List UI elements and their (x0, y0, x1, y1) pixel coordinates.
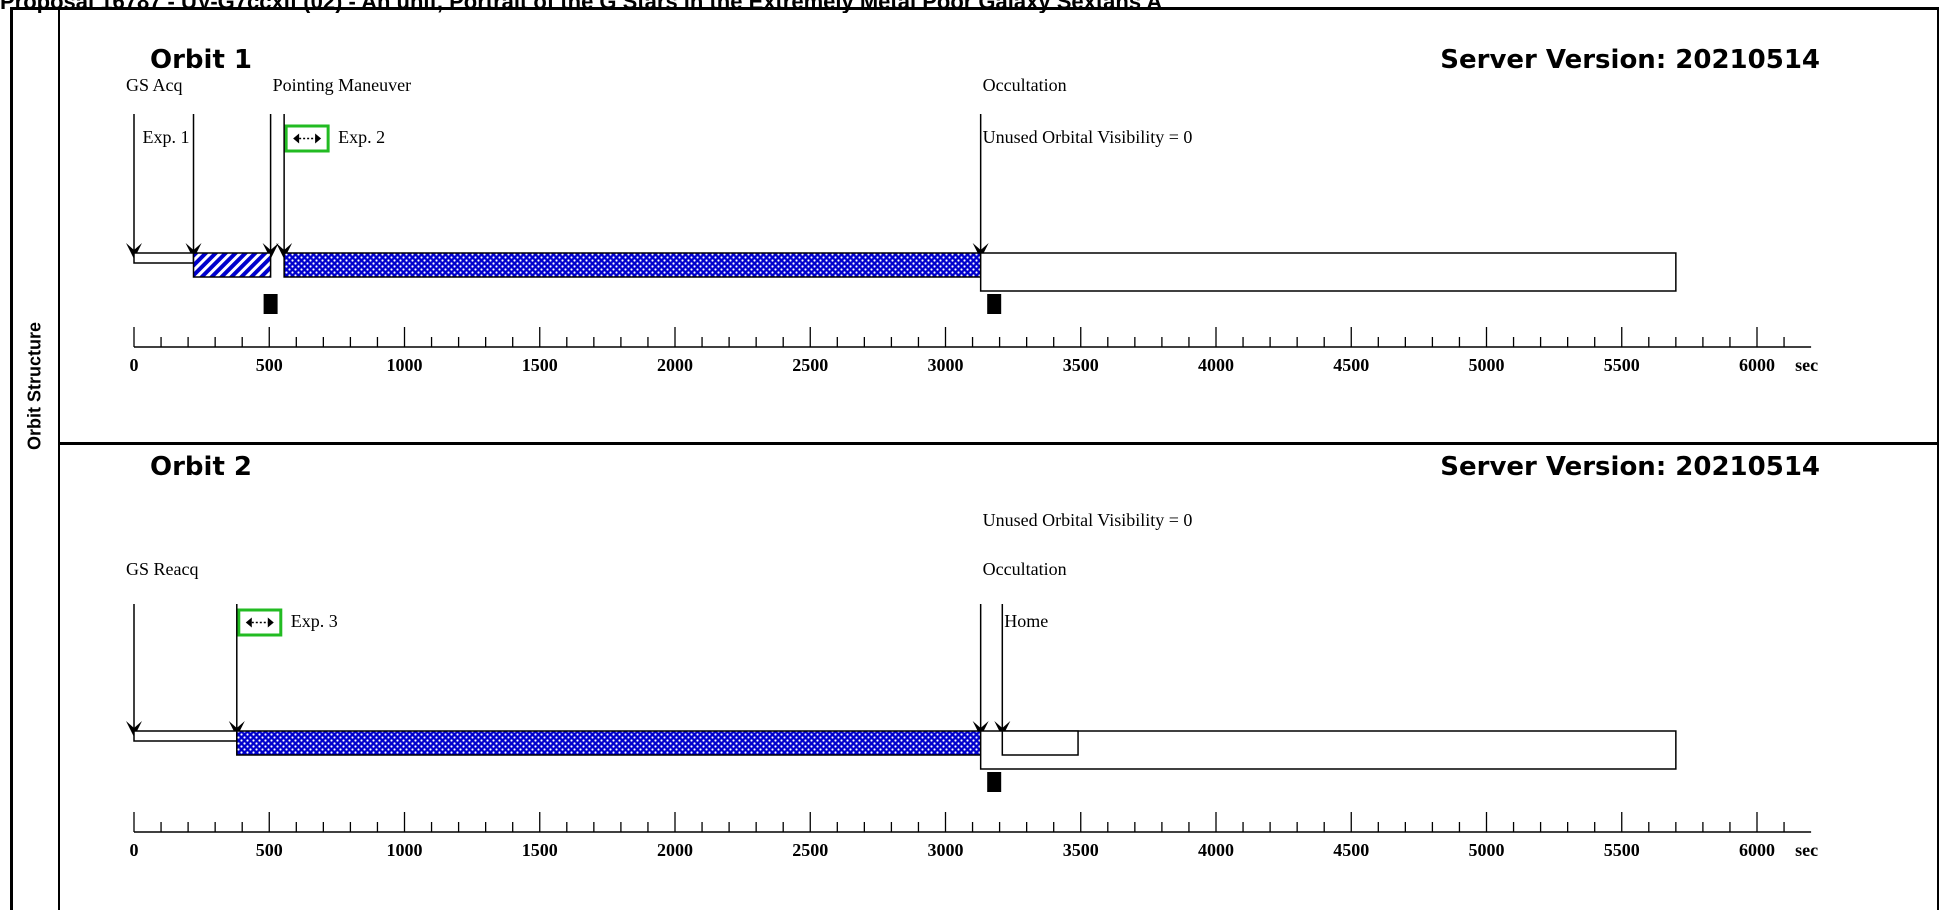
axis-tick-label: 6000 (1739, 355, 1775, 375)
orbit-structure-label: Orbit Structure (24, 321, 45, 451)
event-marker (987, 772, 1002, 792)
orbit-2-diagram: Orbit 2 Server Version: 20210514 Unused … (126, 452, 1820, 860)
event-label: GS Reacq (126, 559, 198, 579)
axis-tick-label: 6000 (1739, 840, 1775, 860)
arrow-head-icon (262, 243, 279, 259)
guide-star-segment (133, 252, 195, 264)
server-version: Server Version: 20210514 (1440, 45, 1820, 75)
axis-tick-label: 1500 (522, 840, 558, 860)
axis-tick-label: 3500 (1063, 840, 1099, 860)
orbit-1-timeline: GS Acq Pointing Maneuver Occultation Exp. 1… (126, 75, 1818, 375)
sidebar-column: Orbit Structure (13, 10, 60, 910)
server-version: Server Version: 20210514 (1440, 452, 1820, 482)
orbit-1-diagram: Orbit 1 Server Version: 20210514 GS Acq P… (126, 45, 1820, 375)
guide-star-segment (133, 730, 238, 742)
arrow-head-icon (276, 243, 293, 259)
axis-unit-label: sec (1795, 355, 1818, 375)
axis-tick-label: 5000 (1469, 840, 1505, 860)
event-marker (987, 294, 1002, 314)
exposure-dotted-segment (236, 730, 982, 756)
orbit-2-pane: Orbit 2 Server Version: 20210514 Unused … (60, 445, 1939, 910)
orbit-1-pane: Orbit 1 Server Version: 20210514 GS Acq P… (60, 10, 1939, 445)
arrow-head-icon (994, 721, 1011, 737)
event-label: Unused Orbital Visibility = 0 (983, 510, 1193, 530)
orbit-title: Orbit 1 (150, 45, 252, 75)
orbit-2-timeline: Unused Orbital Visibility = 0 GS Reacq Occ… (126, 510, 1818, 860)
arrow-head-icon (126, 243, 142, 259)
axis-tick-label: 2000 (657, 840, 693, 860)
axis-tick-label: 0 (130, 840, 139, 860)
axis-tick-label: 5000 (1469, 355, 1505, 375)
event-label: Exp. 1 (143, 127, 190, 147)
axis-tick-label: 1000 (387, 355, 423, 375)
arrow-head-icon (972, 243, 989, 259)
axis-tick-label: 5500 (1604, 840, 1640, 860)
axis-tick-label: 3000 (928, 355, 964, 375)
axis-tick-label: 500 (256, 840, 283, 860)
axis-tick-label: 4500 (1333, 355, 1369, 375)
event-label: Exp. 2 (338, 127, 385, 147)
home-segment (1001, 730, 1079, 756)
axis-tick-label: 4500 (1333, 840, 1369, 860)
event-marker (263, 294, 278, 314)
event-label: Home (1004, 611, 1048, 631)
axis-tick-label: 4000 (1198, 355, 1234, 375)
event-label: Pointing Maneuver (273, 75, 411, 95)
axis-tick-label: 3000 (928, 840, 964, 860)
axis-tick-label: 2000 (657, 355, 693, 375)
arrow-head-icon (126, 721, 142, 737)
orbit-title: Orbit 2 (150, 452, 252, 482)
axis-tick-label: 1500 (522, 355, 558, 375)
double-arrow-head-icon (245, 617, 274, 628)
axis-tick-label: 500 (256, 355, 283, 375)
axis-tick-label: 4000 (1198, 840, 1234, 860)
axis-tick-label: 5500 (1604, 355, 1640, 375)
event-label: Unused Orbital Visibility = 0 (983, 127, 1193, 147)
axis-tick-label: 3500 (1063, 355, 1099, 375)
arrow-head-icon (972, 721, 989, 737)
axis-tick-label: 2500 (792, 355, 828, 375)
arrow-head-icon (228, 721, 245, 737)
occultation-segment (979, 730, 1677, 770)
axis-tick-label: 2500 (792, 840, 828, 860)
axis-tick-label: 0 (130, 355, 139, 375)
axis-unit-label: sec (1795, 840, 1818, 860)
occultation-segment (979, 252, 1677, 292)
arrow-head-icon (185, 243, 202, 259)
orbit-structure-panel: Orbit Structure Orbit 1 Server Version: … (10, 7, 1939, 910)
double-arrow-head-icon (293, 133, 322, 144)
axis-tick-label: 1000 (387, 840, 423, 860)
event-label: Exp. 3 (291, 611, 338, 631)
event-label: Occultation (983, 559, 1067, 579)
acquisition-box-icon (237, 608, 283, 637)
exposure-hatched-segment (192, 252, 272, 278)
event-label: Occultation (983, 75, 1067, 95)
exposure-dotted-segment (283, 252, 982, 278)
event-label: GS Acq (126, 75, 183, 95)
